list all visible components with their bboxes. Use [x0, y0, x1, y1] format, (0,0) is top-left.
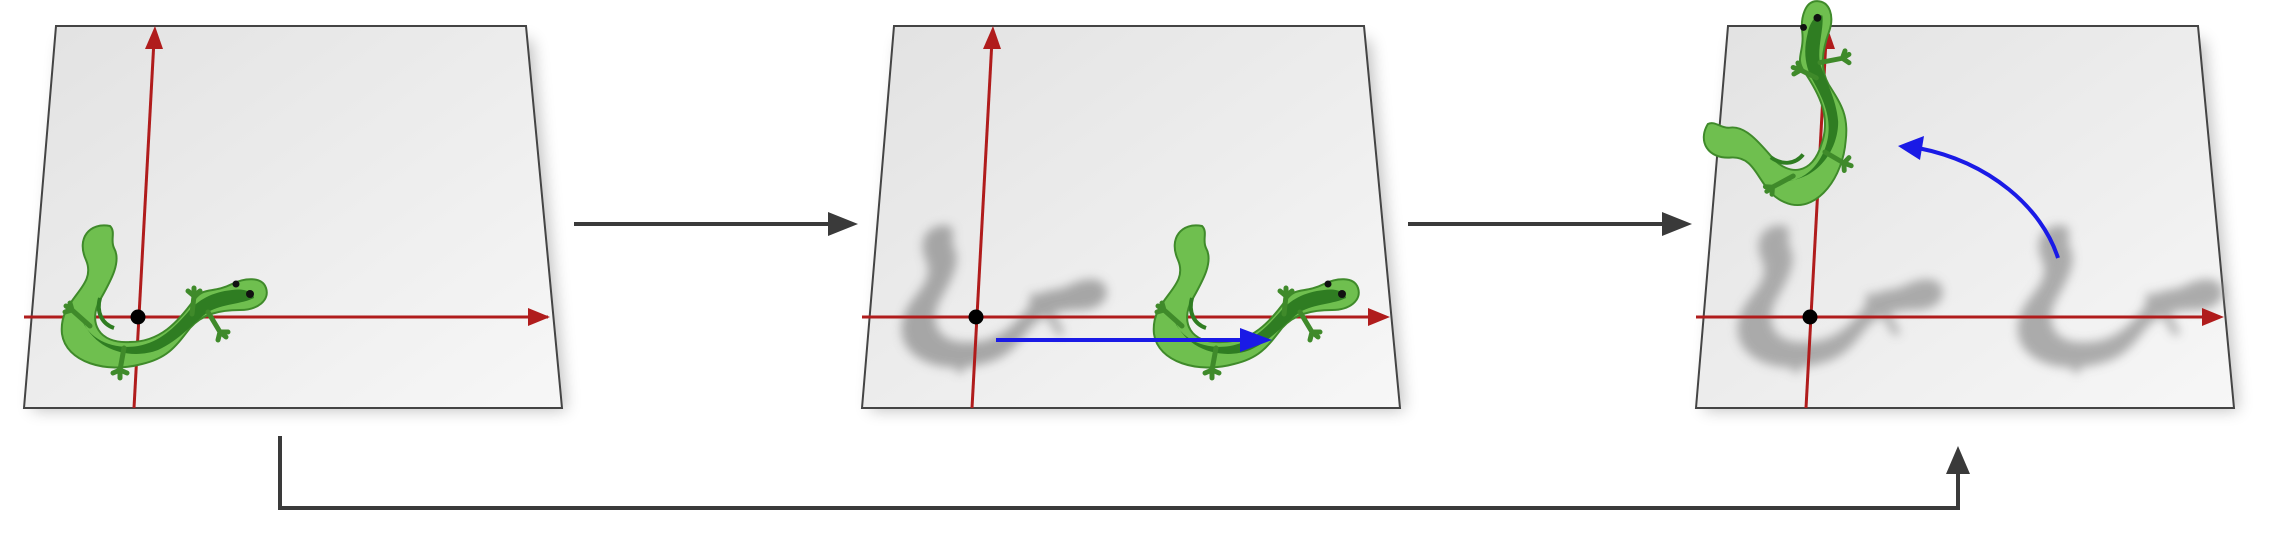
origin-point — [968, 309, 984, 325]
y-axis — [970, 39, 994, 409]
origin-point — [1802, 309, 1818, 325]
x-axis-arrowhead — [528, 308, 550, 326]
flow-arrow-1 — [574, 212, 858, 236]
panel-initial — [22, 25, 566, 410]
panel-rotated — [1691, 0, 2238, 410]
x-axis-arrowhead — [2202, 308, 2224, 326]
origin-point — [130, 309, 146, 325]
x-axis-arrowhead — [1368, 308, 1390, 326]
panel-translated — [860, 25, 1404, 410]
plane — [22, 25, 564, 409]
flow-arrow-2 — [1408, 212, 1692, 236]
rotation-arrow — [1917, 146, 2060, 259]
y-axis-arrowhead — [145, 26, 163, 49]
plane — [860, 25, 1402, 409]
y-axis-arrowhead — [983, 26, 1001, 49]
translation-arrowhead — [1240, 328, 1272, 352]
flow-arrow-bottom — [278, 436, 1970, 510]
rotation-arrowhead — [1898, 136, 1924, 160]
